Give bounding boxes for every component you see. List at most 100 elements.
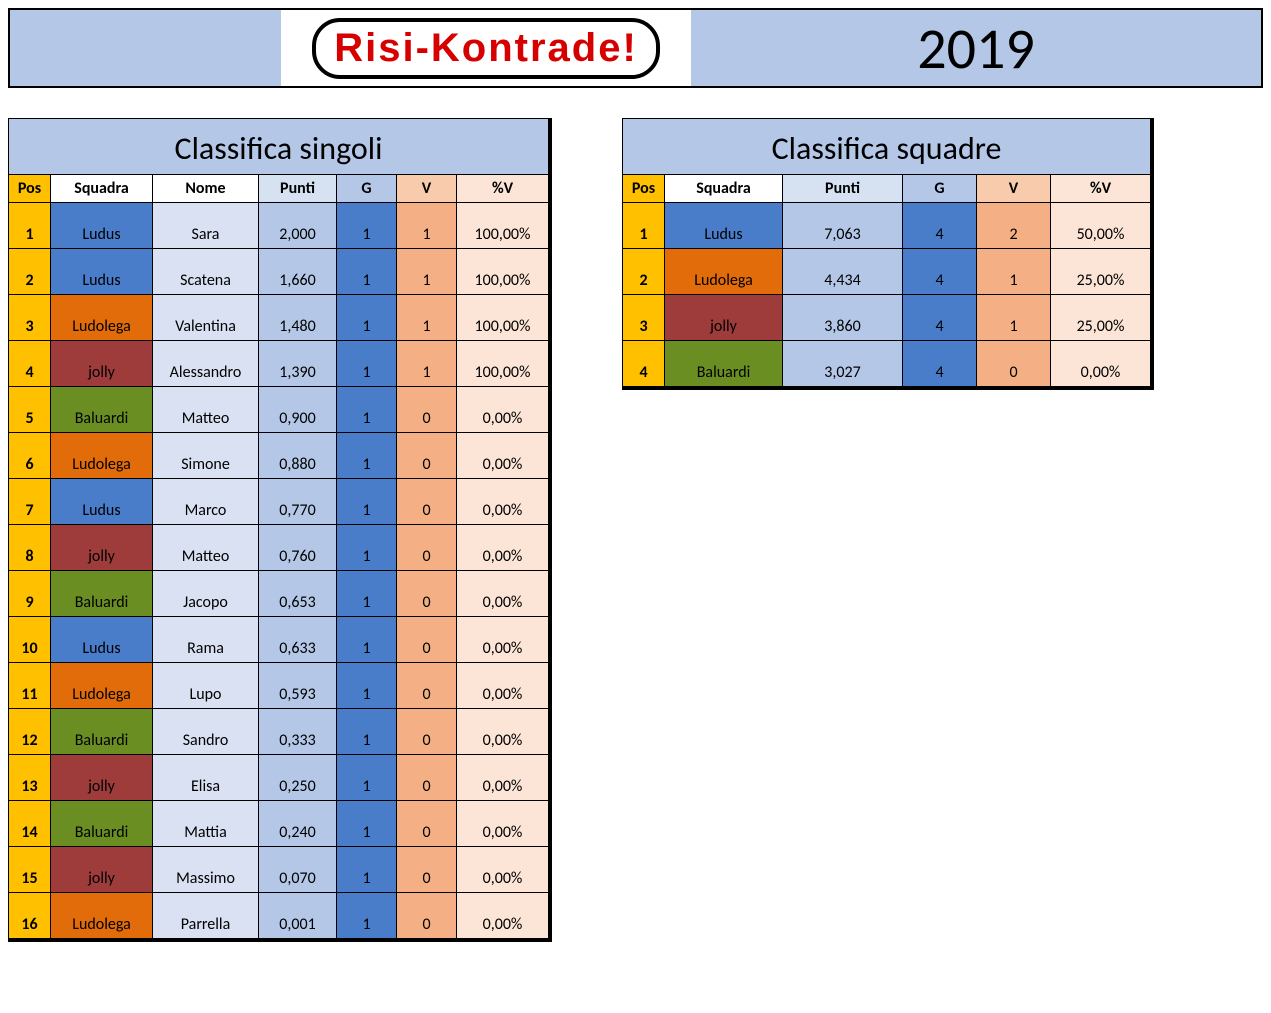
v-cell: 0 (397, 847, 457, 893)
table-row: 7LudusMarco0,770100,00% (9, 479, 549, 525)
punti-cell: 1,660 (259, 249, 337, 295)
table-row: 16LudolegaParrella0,001100,00% (9, 893, 549, 939)
punti-cell: 0,240 (259, 801, 337, 847)
squadra-cell: Baluardi (51, 709, 153, 755)
pos-cell: 15 (9, 847, 51, 893)
col-squadra: Squadra (665, 175, 783, 203)
table-row: 1LudusSara2,00011100,00% (9, 203, 549, 249)
punti-cell: 0,760 (259, 525, 337, 571)
squadra-cell: Ludolega (51, 433, 153, 479)
pos-cell: 9 (9, 571, 51, 617)
squadra-cell: Ludus (51, 203, 153, 249)
v-cell: 0 (397, 387, 457, 433)
g-cell: 1 (337, 893, 397, 939)
v-cell: 0 (397, 663, 457, 709)
table-row: 9BaluardiJacopo0,653100,00% (9, 571, 549, 617)
squadra-cell: Ludus (51, 249, 153, 295)
pct-cell: 50,00% (1051, 203, 1151, 249)
punti-cell: 0,653 (259, 571, 337, 617)
nome-cell: Matteo (153, 525, 259, 571)
nome-cell: Mattia (153, 801, 259, 847)
squadra-cell: Baluardi (665, 341, 783, 387)
col-v: V (977, 175, 1051, 203)
pos-cell: 6 (9, 433, 51, 479)
singoli-header-row: Pos Squadra Nome Punti G V %V (9, 175, 549, 203)
col-nome: Nome (153, 175, 259, 203)
punti-cell: 2,000 (259, 203, 337, 249)
punti-cell: 0,250 (259, 755, 337, 801)
pct-cell: 0,00% (457, 709, 549, 755)
squadra-cell: Ludus (51, 479, 153, 525)
v-cell: 0 (397, 893, 457, 939)
table-row: 3LudolegaValentina1,48011100,00% (9, 295, 549, 341)
punti-cell: 0,770 (259, 479, 337, 525)
g-cell: 1 (337, 755, 397, 801)
v-cell: 0 (397, 709, 457, 755)
g-cell: 1 (337, 525, 397, 571)
g-cell: 1 (337, 249, 397, 295)
table-row: 8jollyMatteo0,760100,00% (9, 525, 549, 571)
g-cell: 4 (903, 295, 977, 341)
pct-cell: 0,00% (457, 571, 549, 617)
nome-cell: Sandro (153, 709, 259, 755)
nome-cell: Parrella (153, 893, 259, 939)
g-cell: 1 (337, 847, 397, 893)
singoli-table: Pos Squadra Nome Punti G V %V 1LudusSara… (8, 174, 549, 939)
col-g: G (903, 175, 977, 203)
v-cell: 0 (397, 617, 457, 663)
squadre-header-row: Pos Squadra Punti G V %V (623, 175, 1151, 203)
pos-cell: 11 (9, 663, 51, 709)
col-v: V (397, 175, 457, 203)
logo-text: Risi-Kontrade! (334, 26, 638, 71)
v-cell: 2 (977, 203, 1051, 249)
col-pct: %V (1051, 175, 1151, 203)
nome-cell: Marco (153, 479, 259, 525)
col-g: G (337, 175, 397, 203)
pos-cell: 3 (623, 295, 665, 341)
punti-cell: 3,027 (783, 341, 903, 387)
header-banner: Risi-Kontrade! 2019 (8, 8, 1263, 88)
v-cell: 1 (977, 249, 1051, 295)
pos-cell: 3 (9, 295, 51, 341)
squadra-cell: Ludolega (51, 295, 153, 341)
table-row: 10LudusRama0,633100,00% (9, 617, 549, 663)
g-cell: 1 (337, 203, 397, 249)
punti-cell: 3,860 (783, 295, 903, 341)
nome-cell: Simone (153, 433, 259, 479)
singoli-block: Classifica singoli Pos Squadra Nome Punt… (8, 118, 552, 942)
g-cell: 1 (337, 479, 397, 525)
table-row: 2Ludolega4,4344125,00% (623, 249, 1151, 295)
squadre-table: Pos Squadra Punti G V %V 1Ludus7,0634250… (622, 174, 1151, 387)
v-cell: 0 (977, 341, 1051, 387)
squadra-cell: jolly (51, 341, 153, 387)
punti-cell: 0,333 (259, 709, 337, 755)
g-cell: 4 (903, 249, 977, 295)
g-cell: 1 (337, 295, 397, 341)
v-cell: 0 (397, 433, 457, 479)
pct-cell: 0,00% (457, 387, 549, 433)
v-cell: 1 (977, 295, 1051, 341)
nome-cell: Sara (153, 203, 259, 249)
pos-cell: 16 (9, 893, 51, 939)
table-row: 13jollyElisa0,250100,00% (9, 755, 549, 801)
logo-badge: Risi-Kontrade! (312, 18, 660, 79)
g-cell: 1 (337, 571, 397, 617)
v-cell: 1 (397, 249, 457, 295)
pos-cell: 14 (9, 801, 51, 847)
nome-cell: Jacopo (153, 571, 259, 617)
table-row: 12BaluardiSandro0,333100,00% (9, 709, 549, 755)
pos-cell: 4 (623, 341, 665, 387)
punti-cell: 0,001 (259, 893, 337, 939)
col-punti: Punti (259, 175, 337, 203)
table-row: 2LudusScatena1,66011100,00% (9, 249, 549, 295)
squadra-cell: Ludus (51, 617, 153, 663)
g-cell: 1 (337, 801, 397, 847)
table-row: 4jollyAlessandro1,39011100,00% (9, 341, 549, 387)
pct-cell: 0,00% (457, 525, 549, 571)
squadra-cell: Ludus (665, 203, 783, 249)
v-cell: 1 (397, 203, 457, 249)
g-cell: 4 (903, 341, 977, 387)
table-row: 1Ludus7,0634250,00% (623, 203, 1151, 249)
pos-cell: 12 (9, 709, 51, 755)
pct-cell: 0,00% (1051, 341, 1151, 387)
